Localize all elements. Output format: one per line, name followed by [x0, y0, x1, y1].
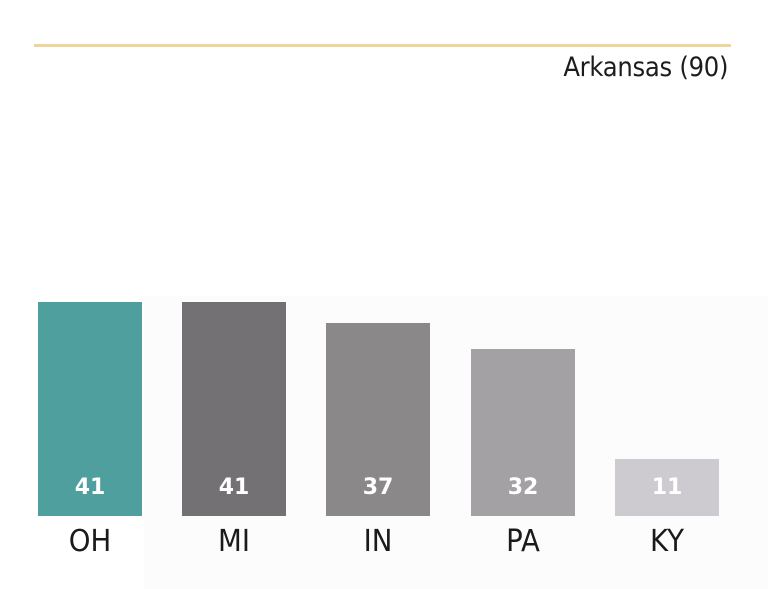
- bar-value-label: 37: [362, 475, 394, 500]
- bar-ky: 11: [615, 459, 719, 516]
- bar-in: 37: [326, 323, 430, 516]
- header-rule: [34, 44, 731, 47]
- chart-subtitle: Arkansas (90): [563, 52, 728, 83]
- category-label-in: IN: [363, 524, 393, 559]
- category-label-pa: PA: [506, 524, 540, 559]
- bar-pa: 32: [471, 349, 575, 516]
- category-label-mi: MI: [218, 524, 250, 559]
- category-label-oh: OH: [68, 524, 112, 559]
- bar-oh: 41: [38, 302, 142, 516]
- category-label-ky: KY: [650, 524, 684, 559]
- bar-value-label: 32: [507, 475, 539, 500]
- bar-mi: 41: [182, 302, 286, 516]
- bar-value-label: 41: [74, 475, 106, 500]
- bar-value-label: 41: [218, 475, 250, 500]
- bar-value-label: 11: [651, 475, 683, 500]
